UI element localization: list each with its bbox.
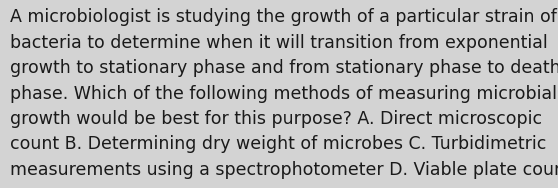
Text: count B. Determining dry weight of microbes C. Turbidimetric: count B. Determining dry weight of micro… [10, 135, 546, 153]
Text: measurements using a spectrophotometer D. Viable plate count: measurements using a spectrophotometer D… [10, 161, 558, 179]
Text: A microbiologist is studying the growth of a particular strain of: A microbiologist is studying the growth … [10, 8, 557, 27]
Text: bacteria to determine when it will transition from exponential: bacteria to determine when it will trans… [10, 34, 548, 52]
Text: phase. Which of the following methods of measuring microbial: phase. Which of the following methods of… [10, 85, 557, 103]
Text: growth to stationary phase and from stationary phase to death: growth to stationary phase and from stat… [10, 59, 558, 77]
Text: growth would be best for this purpose? A. Direct microscopic: growth would be best for this purpose? A… [10, 110, 542, 128]
